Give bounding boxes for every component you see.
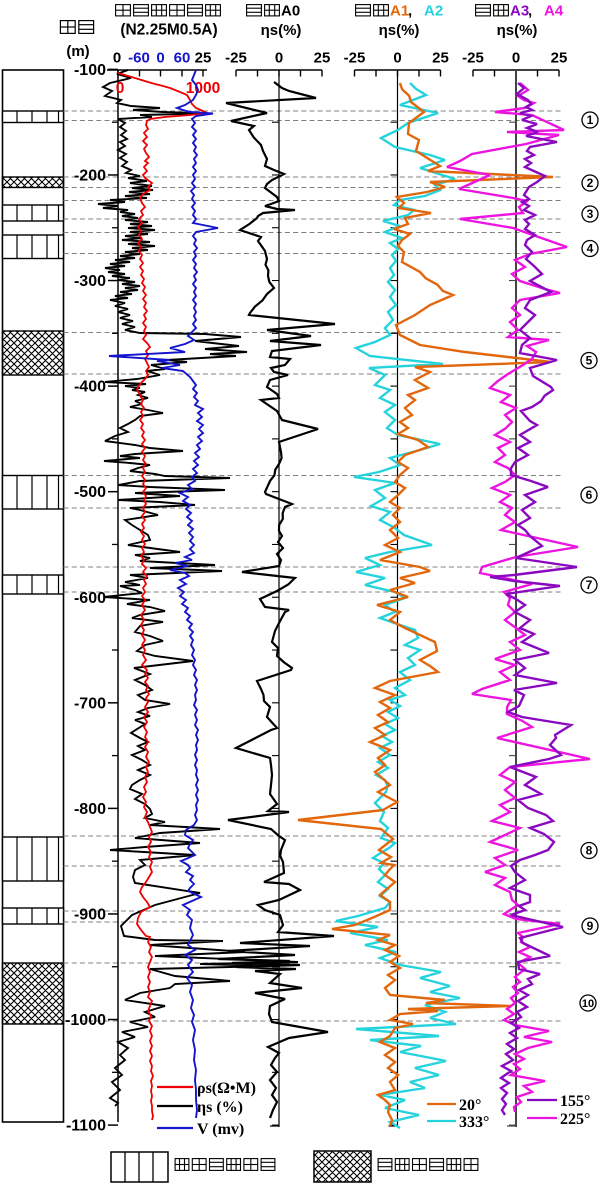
- svg-text:4: 4: [587, 242, 594, 256]
- svg-text:-1000: -1000: [65, 1012, 106, 1029]
- svg-text:-25: -25: [344, 50, 366, 67]
- svg-text:20°: 20°: [459, 1097, 481, 1114]
- svg-text:0: 0: [275, 50, 283, 67]
- svg-text:0: 0: [512, 50, 520, 67]
- svg-text:25: 25: [195, 50, 212, 67]
- svg-text:ηs(%): ηs(%): [497, 22, 538, 39]
- svg-text:-1100: -1100: [66, 1118, 106, 1135]
- svg-text:1000: 1000: [186, 80, 220, 97]
- svg-text:6: 6: [586, 488, 593, 502]
- svg-text:8: 8: [586, 844, 593, 858]
- svg-text:0: 0: [113, 50, 121, 67]
- svg-text:-700: -700: [74, 695, 106, 712]
- svg-text:ηs (%): ηs (%): [197, 1099, 243, 1116]
- svg-text:-500: -500: [74, 484, 106, 501]
- svg-text:155°: 155°: [560, 1093, 590, 1110]
- svg-text:9: 9: [587, 919, 594, 933]
- svg-text:ρs(Ω•M): ρs(Ω•M): [197, 1080, 256, 1097]
- svg-text:A0: A0: [281, 3, 300, 20]
- svg-text:,: ,: [408, 3, 412, 20]
- svg-text:0: 0: [393, 50, 401, 67]
- svg-text:-25: -25: [462, 50, 484, 67]
- svg-text:A2: A2: [424, 3, 443, 20]
- svg-text:-400: -400: [74, 379, 106, 396]
- svg-text:-600: -600: [74, 590, 106, 607]
- svg-text:,: ,: [528, 3, 532, 20]
- svg-text:25: 25: [314, 50, 331, 67]
- svg-text:(N2.25M0.5A): (N2.25M0.5A): [120, 22, 217, 39]
- svg-text:2: 2: [587, 176, 594, 190]
- svg-text:225°: 225°: [560, 1111, 590, 1128]
- svg-text:7: 7: [586, 578, 593, 592]
- svg-text:25: 25: [551, 50, 568, 67]
- svg-text:ηs(%): ηs(%): [379, 22, 420, 39]
- svg-text:-300: -300: [74, 273, 106, 290]
- svg-text:ηs(%): ηs(%): [261, 22, 302, 39]
- svg-text:0: 0: [116, 80, 125, 97]
- svg-text:0: 0: [156, 50, 164, 67]
- svg-text:A4: A4: [544, 3, 564, 20]
- svg-text:A1: A1: [390, 3, 409, 20]
- svg-text:-60: -60: [128, 50, 150, 67]
- svg-text:10: 10: [582, 998, 594, 1010]
- svg-text:333°: 333°: [459, 1114, 489, 1131]
- svg-text:(m): (m): [66, 43, 89, 60]
- svg-text:V (mv): V (mv): [197, 1121, 244, 1138]
- svg-text:-100: -100: [74, 62, 106, 79]
- svg-text:3: 3: [587, 207, 594, 221]
- svg-text:5: 5: [586, 354, 593, 368]
- svg-text:-200: -200: [74, 167, 106, 184]
- svg-text:A3: A3: [510, 3, 529, 20]
- svg-text:-25: -25: [225, 50, 247, 67]
- svg-text:-900: -900: [74, 906, 106, 923]
- svg-text:60: 60: [174, 50, 191, 67]
- svg-text:1: 1: [587, 113, 594, 127]
- svg-text:-800: -800: [74, 801, 106, 818]
- svg-text:25: 25: [432, 50, 449, 67]
